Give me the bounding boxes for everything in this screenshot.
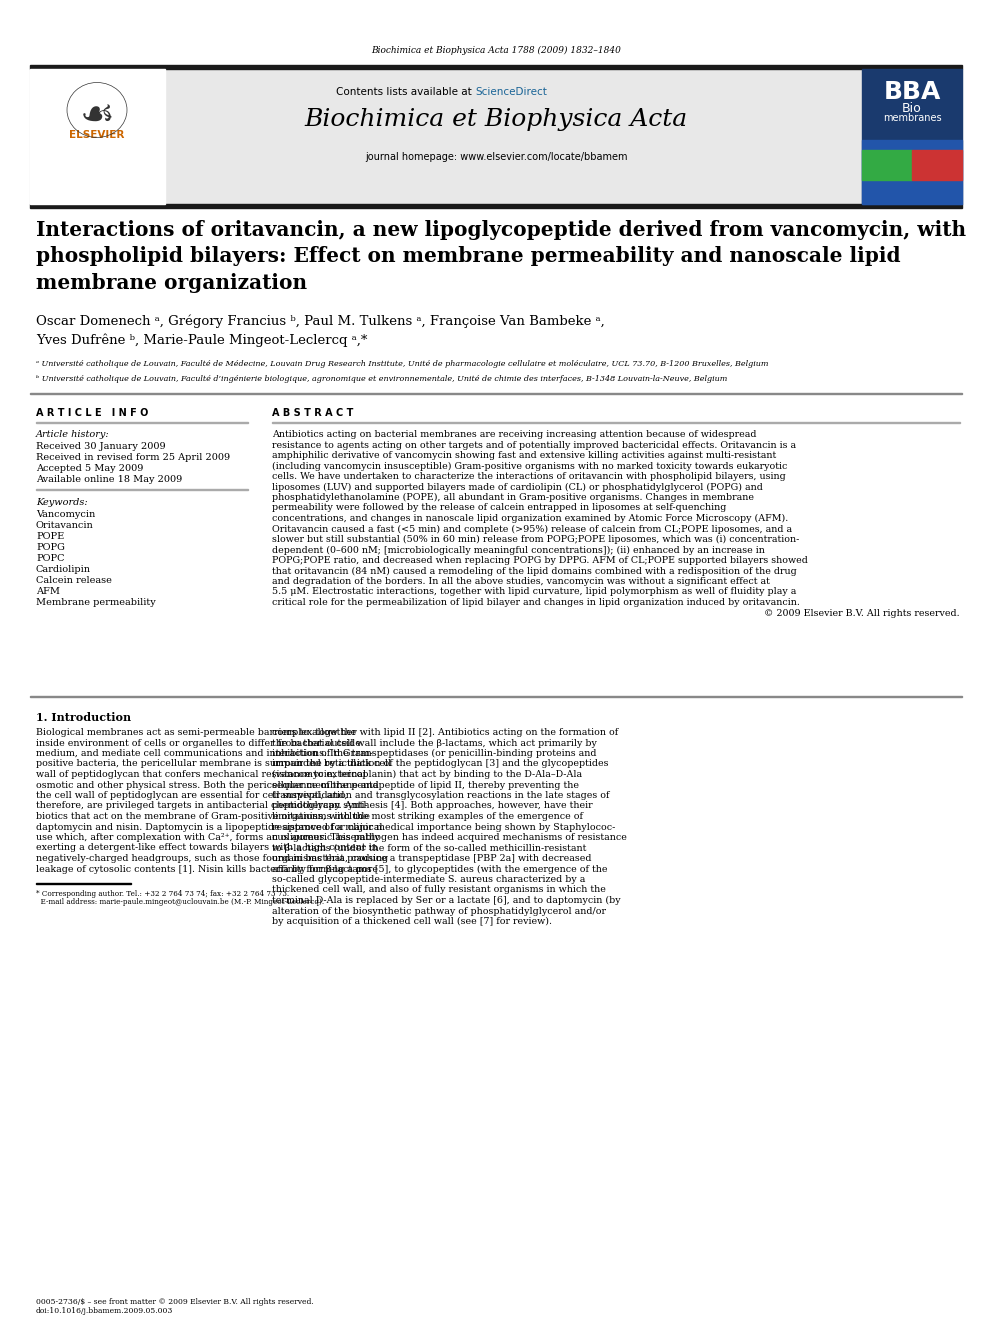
Text: © 2009 Elsevier B.V. All rights reserved.: © 2009 Elsevier B.V. All rights reserved…	[765, 609, 960, 618]
Bar	[30, 204, 962, 208]
Text: Cardiolipin: Cardiolipin	[36, 565, 91, 574]
Text: phosphatidylethanolamine (POPE), all abundant in Gram-positive organisms. Change: phosphatidylethanolamine (POPE), all abu…	[272, 493, 754, 503]
Text: Keywords:: Keywords:	[36, 497, 87, 507]
Text: so-called glycopeptide-intermediate S. aureus characterized by a: so-called glycopeptide-intermediate S. a…	[272, 875, 585, 884]
Text: leakage of cytosolic contents [1]. Nisin kills bacteria by forming a pore: leakage of cytosolic contents [1]. Nisin…	[36, 864, 378, 873]
Text: peptidoglycan synthesis [4]. Both approaches, however, have their: peptidoglycan synthesis [4]. Both approa…	[272, 802, 592, 811]
Text: wall of peptidoglycan that confers mechanical resistance to external: wall of peptidoglycan that confers mecha…	[36, 770, 366, 779]
Text: Vancomycin: Vancomycin	[36, 509, 95, 519]
Text: * Corresponding author. Tel.: +32 2 764 73 74; fax: +32 2 764 73 73.: * Corresponding author. Tel.: +32 2 764 …	[36, 890, 289, 898]
Text: slower but still substantial (50% in 60 min) release from POPG;POPE liposomes, w: slower but still substantial (50% in 60 …	[272, 534, 800, 544]
Text: Membrane permeability: Membrane permeability	[36, 598, 156, 607]
Text: journal homepage: www.elsevier.com/locate/bbamem: journal homepage: www.elsevier.com/locat…	[365, 152, 627, 161]
Text: cells. We have undertaken to characterize the interactions of oritavancin with p: cells. We have undertaken to characteriz…	[272, 472, 786, 482]
Text: POPG: POPG	[36, 542, 64, 552]
Text: Oritavancin caused a fast (<5 min) and complete (>95%) release of calcein from C: Oritavancin caused a fast (<5 min) and c…	[272, 524, 793, 533]
Text: E-mail address: marie-paule.mingeot@uclouvain.be (M.-P. Mingeot-Leclercq).: E-mail address: marie-paule.mingeot@uclo…	[36, 898, 324, 906]
Text: negatively-charged headgroups, such as those found in bacteria, causing: negatively-charged headgroups, such as t…	[36, 855, 388, 863]
Bar	[30, 69, 962, 204]
Text: inside environment of cells or organelles to differ from that outside: inside environment of cells or organelle…	[36, 738, 361, 747]
Bar	[912, 149, 962, 180]
Text: (including vancomycin insusceptible) Gram-positive organisms with no marked toxi: (including vancomycin insusceptible) Gra…	[272, 462, 788, 471]
Text: Contents lists available at: Contents lists available at	[336, 87, 475, 97]
Text: transpeptidation and transglycosylation reactions in the late stages of: transpeptidation and transglycosylation …	[272, 791, 609, 800]
Text: Biochimica et Biophysica Acta 1788 (2009) 1832–1840: Biochimica et Biophysica Acta 1788 (2009…	[371, 46, 621, 56]
Text: Accepted 5 May 2009: Accepted 5 May 2009	[36, 464, 144, 474]
Text: Oritavancin: Oritavancin	[36, 521, 94, 531]
Text: Oscar Domenech ᵃ, Grégory Francius ᵇ, Paul M. Tulkens ᵃ, Françoise Van Bambeke ᵃ: Oscar Domenech ᵃ, Grégory Francius ᵇ, Pa…	[36, 315, 605, 347]
Text: biotics that act on the membrane of Gram-positive organisms include: biotics that act on the membrane of Gram…	[36, 812, 370, 822]
Text: doi:10.1016/j.bbamem.2009.05.003: doi:10.1016/j.bbamem.2009.05.003	[36, 1307, 174, 1315]
Text: positive bacteria, the pericellular membrane is surrounded by a thick cell: positive bacteria, the pericellular memb…	[36, 759, 391, 769]
Text: and degradation of the borders. In all the above studies, vancomycin was without: and degradation of the borders. In all t…	[272, 577, 770, 586]
Text: concentrations, and changes in nanoscale lipid organization examined by Atomic F: concentrations, and changes in nanoscale…	[272, 515, 789, 523]
Text: ᵃ Université catholique de Louvain, Faculté de Médecine, Louvain Drug Research I: ᵃ Université catholique de Louvain, Facu…	[36, 360, 769, 368]
Text: ELSEVIER: ELSEVIER	[69, 130, 125, 140]
Text: inhibition of the transpeptidases (or penicillin-binding proteins and: inhibition of the transpeptidases (or pe…	[272, 749, 596, 758]
Text: thickened cell wall, and also of fully resistant organisms in which the: thickened cell wall, and also of fully r…	[272, 885, 606, 894]
Text: Calcein release: Calcein release	[36, 576, 112, 585]
Text: the cell wall of peptidoglycan are essential for cell survival, and,: the cell wall of peptidoglycan are essen…	[36, 791, 347, 800]
Text: Received in revised form 25 April 2009: Received in revised form 25 April 2009	[36, 452, 230, 462]
Text: BBA: BBA	[883, 79, 940, 105]
Text: resistance to agents acting on other targets and of potentially improved bacteri: resistance to agents acting on other tar…	[272, 441, 797, 450]
Text: that oritavancin (84 nM) caused a remodeling of the lipid domains combined with : that oritavancin (84 nM) caused a remode…	[272, 566, 797, 576]
Bar	[30, 69, 165, 204]
Text: ᵇ Université catholique de Louvain, Faculté d’ingénierie biologique, agronomique: ᵇ Université catholique de Louvain, Facu…	[36, 374, 727, 382]
Text: Antibiotics acting on bacterial membranes are receiving increasing attention bec: Antibiotics acting on bacterial membrane…	[272, 430, 757, 439]
Text: Available online 18 May 2009: Available online 18 May 2009	[36, 475, 183, 484]
Text: cus aureus. This pathogen has indeed acquired mechanisms of resistance: cus aureus. This pathogen has indeed acq…	[272, 833, 627, 841]
Text: permeability were followed by the release of calcein entrapped in liposomes at s: permeability were followed by the releas…	[272, 504, 726, 512]
Text: (vancomycin, teicoplanin) that act by binding to the D-Ala–D-Ala: (vancomycin, teicoplanin) that act by bi…	[272, 770, 582, 779]
Text: Bio: Bio	[902, 102, 922, 115]
Bar	[30, 65, 962, 69]
Text: by acquisition of a thickened cell wall (see [7] for review).: by acquisition of a thickened cell wall …	[272, 917, 552, 926]
Text: to β-lactams (under the form of the so-called methicillin-resistant: to β-lactams (under the form of the so-c…	[272, 844, 586, 852]
Text: 5.5 μM. Electrostatic interactions, together with lipid curvature, lipid polymor: 5.5 μM. Electrostatic interactions, toge…	[272, 587, 797, 597]
Bar	[862, 149, 912, 180]
Text: Article history:: Article history:	[36, 430, 110, 439]
Bar	[862, 140, 962, 204]
Text: osmotic and other physical stress. Both the pericellular membrane and: osmotic and other physical stress. Both …	[36, 781, 379, 790]
Text: liposomes (LUV) and supported bilayers made of cardiolipin (CL) or phosphatidylg: liposomes (LUV) and supported bilayers m…	[272, 483, 763, 492]
Text: exerting a detergent-like effect towards bilayers with a high content in: exerting a detergent-like effect towards…	[36, 844, 378, 852]
Text: impair the reticulation of the peptidoglycan [3] and the glycopeptides: impair the reticulation of the peptidogl…	[272, 759, 608, 769]
Text: medium, and mediate cell communications and interactions. In Gram-: medium, and mediate cell communications …	[36, 749, 373, 758]
Text: Biological membranes act as semi-permeable barriers to allow the: Biological membranes act as semi-permeab…	[36, 728, 356, 737]
Text: daptomycin and nisin. Daptomycin is a lipopeptide approved for clinical: daptomycin and nisin. Daptomycin is a li…	[36, 823, 383, 831]
Text: affinity for β-lactams [5], to glycopeptides (with the emergence of the: affinity for β-lactams [5], to glycopept…	[272, 864, 607, 873]
Text: therefore, are privileged targets in antibacterial chemotherapy. Anti-: therefore, are privileged targets in ant…	[36, 802, 368, 811]
Text: alteration of the biosynthetic pathway of phosphatidylglycerol and/or: alteration of the biosynthetic pathway o…	[272, 906, 606, 916]
Text: terminal D-Ala is replaced by Ser or a lactate [6], and to daptomycin (by: terminal D-Ala is replaced by Ser or a l…	[272, 896, 621, 905]
Text: organisms that produce a transpeptidase [PBP 2a] with decreased: organisms that produce a transpeptidase …	[272, 855, 591, 863]
Text: A B S T R A C T: A B S T R A C T	[272, 407, 353, 418]
Text: ☙: ☙	[79, 97, 114, 135]
Text: ScienceDirect: ScienceDirect	[475, 87, 547, 97]
Text: critical role for the permeabilization of lipid bilayer and changes in lipid org: critical role for the permeabilization o…	[272, 598, 800, 607]
Text: resistance of a major medical importance being shown by Staphylococ-: resistance of a major medical importance…	[272, 823, 615, 831]
Text: POPE: POPE	[36, 532, 64, 541]
Text: sequence of the pentapeptide of lipid II, thereby preventing the: sequence of the pentapeptide of lipid II…	[272, 781, 579, 790]
Text: Biochimica et Biophysica Acta: Biochimica et Biophysica Acta	[305, 108, 687, 131]
Text: 1. Introduction: 1. Introduction	[36, 712, 131, 722]
Text: Received 30 January 2009: Received 30 January 2009	[36, 442, 166, 451]
Text: POPG;POPE ratio, and decreased when replacing POPG by DPPG. AFM of CL;POPE suppo: POPG;POPE ratio, and decreased when repl…	[272, 556, 807, 565]
Text: use which, after complexation with Ca²⁺, forms an oligomeric assembly: use which, after complexation with Ca²⁺,…	[36, 833, 380, 841]
Text: the bacterial cell wall include the β-lactams, which act primarily by: the bacterial cell wall include the β-la…	[272, 738, 597, 747]
Text: AFM: AFM	[36, 587, 60, 595]
Bar	[862, 69, 962, 204]
Text: membranes: membranes	[883, 112, 941, 123]
Text: Interactions of oritavancin, a new lipoglycopeptide derived from vancomycin, wit: Interactions of oritavancin, a new lipog…	[36, 220, 966, 292]
Text: POPC: POPC	[36, 554, 64, 564]
Text: A R T I C L E   I N F O: A R T I C L E I N F O	[36, 407, 149, 418]
Text: amphiphilic derivative of vancomycin showing fast and extensive killing activiti: amphiphilic derivative of vancomycin sho…	[272, 451, 777, 460]
Text: dependent (0–600 nM; [microbiologically meaningful concentrations]); (ii) enhanc: dependent (0–600 nM; [microbiologically …	[272, 545, 765, 554]
Text: 0005-2736/$ – see front matter © 2009 Elsevier B.V. All rights reserved.: 0005-2736/$ – see front matter © 2009 El…	[36, 1298, 313, 1306]
Text: limitations, with the most striking examples of the emergence of: limitations, with the most striking exam…	[272, 812, 583, 822]
Text: complex together with lipid II [2]. Antibiotics acting on the formation of: complex together with lipid II [2]. Anti…	[272, 728, 618, 737]
